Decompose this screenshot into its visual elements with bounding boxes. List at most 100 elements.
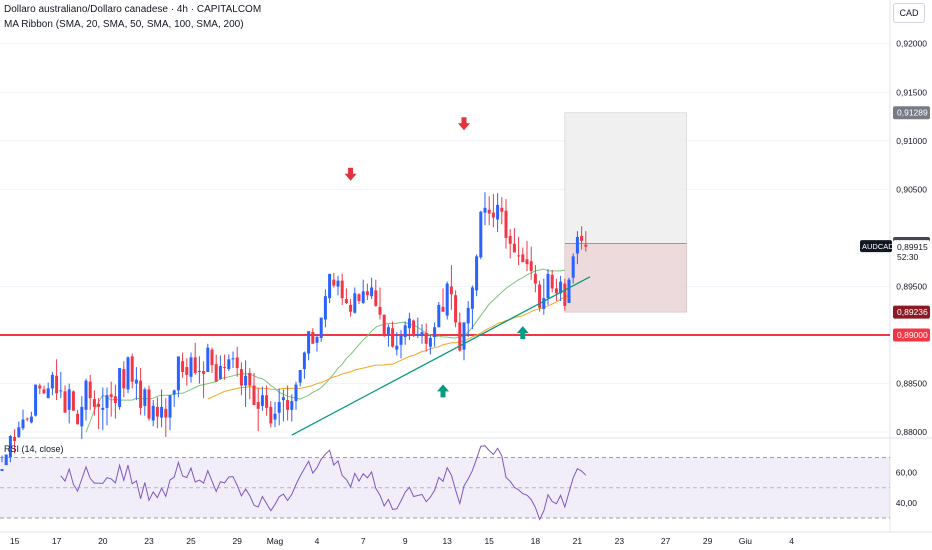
arrow-up-icon: [437, 384, 449, 398]
time-tick-label: 4: [789, 536, 794, 546]
candle-body: [130, 356, 134, 382]
candle-body: [193, 357, 197, 373]
candle-body: [168, 395, 172, 418]
candle-body: [344, 299, 348, 303]
time-tick-label: 17: [52, 536, 62, 546]
candle-body: [500, 207, 504, 212]
candle-body: [315, 336, 319, 343]
candle-body: [391, 328, 395, 347]
candle-body: [378, 306, 382, 315]
candle-body: [76, 413, 80, 425]
candle-body: [475, 256, 479, 291]
candle-body: [101, 407, 105, 410]
currency-button[interactable]: CAD: [893, 3, 925, 23]
candle-body: [0, 469, 4, 471]
price-tick-label: 0,88500: [896, 379, 927, 389]
candle-body: [4, 454, 8, 466]
candle-body: [248, 372, 252, 386]
candle-body: [483, 207, 487, 213]
candle-body: [84, 380, 88, 410]
candle-body: [17, 427, 21, 437]
candle-body: [286, 400, 290, 410]
candle-body: [559, 281, 563, 294]
candle-body: [508, 235, 512, 244]
candle-body: [567, 279, 571, 303]
time-tick-label: 23: [615, 536, 625, 546]
time-tick-label: 27: [661, 536, 671, 546]
time-tick-label: 21: [573, 536, 583, 546]
candle-body: [328, 273, 332, 299]
price-tag-label: 0,91289: [897, 108, 928, 118]
candle-body: [126, 357, 130, 390]
time-tick-label: 4: [315, 536, 320, 546]
candle-body: [571, 256, 575, 278]
candle-body: [34, 384, 38, 416]
candle-body: [399, 336, 403, 345]
long-position-tool[interactable]: [564, 112, 687, 313]
candle-body: [227, 359, 231, 370]
candle-body: [428, 337, 432, 347]
candle-body: [294, 384, 298, 402]
candle-body: [29, 416, 33, 423]
candle-body: [197, 370, 201, 372]
chart-title: Dollaro australiano/Dollaro canadese · 4…: [4, 4, 262, 15]
candle-body: [546, 273, 550, 299]
time-axis[interactable]: 15 17 20 23 25 29 Mag 4 7 9 13 15 18 21 23 27 29 Giu 4: [10, 536, 794, 546]
candle-body: [273, 413, 277, 420]
candle-body: [340, 280, 344, 299]
arrow-down-icon: [458, 117, 470, 131]
candle-body: [298, 369, 302, 383]
candle-body: [244, 375, 248, 386]
rsi-tick-label: 60,00: [896, 468, 918, 478]
candle-body: [176, 356, 180, 391]
candle-body: [71, 391, 75, 411]
candle-body: [218, 366, 222, 379]
candle-body: [269, 406, 273, 424]
countdown-label: 52:30: [897, 252, 919, 262]
candle-body: [46, 388, 50, 399]
candle-body: [80, 406, 84, 427]
candle-body: [59, 390, 63, 392]
price-axis[interactable]: 0,92000 0,91500 0,91000 0,90500 0,89500 0,885…: [860, 39, 930, 508]
candle-body: [92, 399, 96, 407]
candle-body: [412, 320, 416, 337]
time-tick-label: 15: [484, 536, 494, 546]
time-tick-label: Giu: [739, 536, 753, 546]
trendline-line: [291, 276, 591, 436]
candle-body: [370, 287, 374, 297]
candle-body: [139, 380, 143, 408]
candle-body: [260, 395, 264, 406]
candle-body: [433, 327, 437, 337]
candle-body: [105, 395, 109, 408]
trendline[interactable]: [291, 276, 591, 436]
candle-body: [538, 284, 542, 308]
candle-body: [172, 390, 176, 395]
time-tick-label: 29: [703, 536, 713, 546]
candle-body: [420, 332, 424, 337]
time-tick-label: 29: [232, 536, 242, 546]
candle-body: [449, 286, 453, 295]
candle-body: [454, 295, 458, 323]
time-tick-label: 9: [403, 536, 408, 546]
candle-body: [97, 403, 101, 407]
candle-body: [155, 406, 159, 417]
candle-body: [357, 294, 361, 302]
candle-body: [164, 408, 168, 418]
candle-body: [416, 334, 420, 336]
candle-body: [281, 397, 285, 401]
arrow-markers[interactable]: [344, 117, 529, 398]
candle-body: [361, 291, 365, 303]
candle-body: [290, 401, 294, 410]
candle-body: [265, 395, 269, 408]
candle-body: [437, 304, 441, 328]
candle-body: [210, 349, 214, 366]
candle-body: [365, 291, 369, 296]
price-tag-label: 0,89236: [897, 307, 928, 317]
candle-body: [239, 369, 243, 386]
time-tick-label: 23: [144, 536, 154, 546]
candle-body: [395, 345, 399, 350]
time-tick-label: 20: [98, 536, 108, 546]
candle-body: [584, 244, 588, 247]
